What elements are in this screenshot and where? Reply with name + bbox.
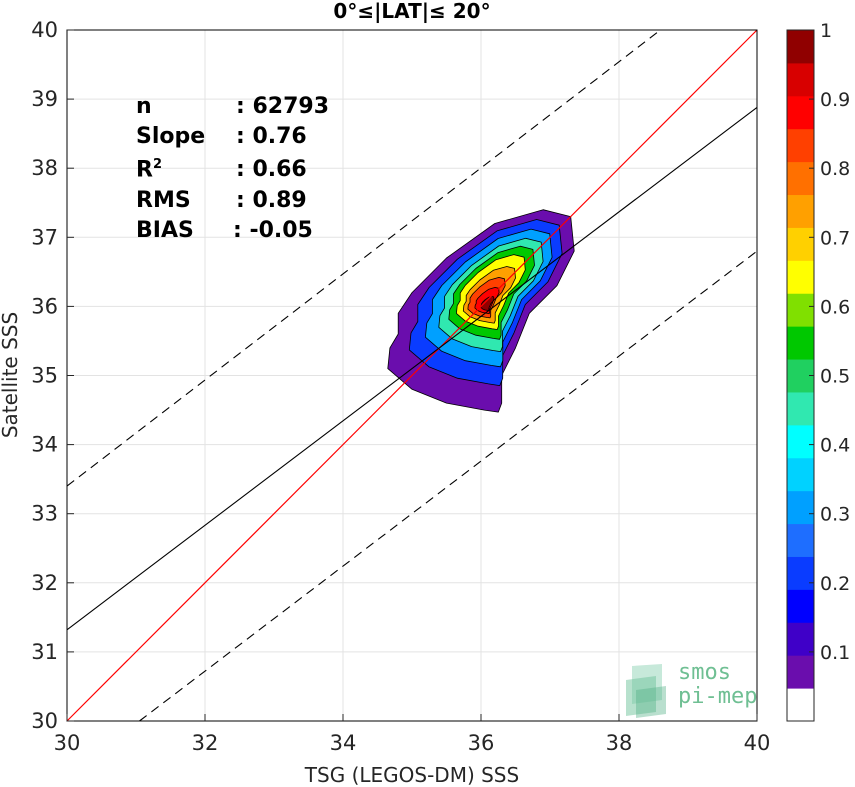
y-tick-label: 38 (31, 156, 58, 180)
colorbar-segment (787, 62, 814, 97)
colorbar-tick-label: 0.4 (820, 435, 850, 457)
upper-bound-line (66, 29, 661, 487)
stat-value: : 0.66 (236, 157, 307, 182)
stat-row: Slope : 0.76 (136, 124, 356, 154)
colorbar-segment (787, 30, 814, 64)
lower-bound-line (139, 250, 758, 722)
x-tick-label: 30 (54, 731, 81, 755)
stat-value: : 0.89 (236, 188, 307, 213)
colorbar-segment (787, 655, 814, 689)
x-axis-label: TSG (LEGOS-DM) SSS (304, 763, 519, 787)
colorbar-segment (787, 688, 814, 722)
stat-row: BIAS : -0.05 (136, 218, 356, 248)
colorbar-segment (787, 457, 814, 492)
colorbar-segment (787, 622, 814, 656)
y-tick-label: 35 (31, 364, 58, 388)
chart-title: 0°≤|LAT|≤ 20° (333, 0, 490, 23)
one-to-one-line (66, 29, 758, 722)
colorbar-segment (787, 227, 814, 261)
logo-text-line2: pi-mep (678, 684, 758, 709)
colorbar-segment (787, 424, 814, 459)
colorbar-segment (787, 523, 814, 557)
x-tick-label: 40 (744, 731, 771, 755)
stat-label: BIAS (136, 218, 194, 243)
x-tick-label: 38 (606, 731, 633, 755)
y-tick-label: 31 (31, 640, 58, 664)
x-tick-label: 34 (330, 731, 357, 755)
colorbar-tick-label: 0.9 (820, 89, 850, 111)
y-tick-label: 30 (31, 709, 58, 733)
colorbar-tick-label: 0.8 (820, 158, 850, 180)
y-tick-label: 37 (31, 225, 58, 249)
colorbar-segment (787, 326, 814, 360)
y-tick-label: 32 (31, 571, 58, 595)
colorbar-segment (787, 589, 814, 623)
y-tick-label: 36 (31, 294, 58, 318)
density-contours (387, 209, 575, 413)
y-tick-label: 33 (31, 502, 58, 526)
y-axis-ticks: 30 31 32 33 34 35 36 37 38 39 40 (31, 18, 74, 733)
regression-line (66, 106, 758, 631)
logo-waves-icon (626, 664, 666, 718)
logo-text-line1: smos (678, 660, 731, 685)
reference-lines (66, 29, 758, 722)
stat-row: n : 62793 (136, 94, 356, 124)
y-tick-label: 34 (31, 433, 58, 457)
colorbar (786, 29, 815, 722)
stat-value: : 62793 (236, 94, 329, 119)
colorbar-tick-label: 0.6 (820, 296, 850, 318)
stat-label: n (136, 94, 152, 119)
y-axis-label: Satellite SSS (0, 312, 22, 438)
colorbar-segment (787, 194, 814, 228)
colorbar-ticks: 0.1 0.2 0.3 0.4 0.5 0.6 0.7 0.8 0.9 1 (809, 20, 850, 664)
stat-label-superscript: 2 (152, 157, 162, 172)
stat-value: : -0.05 (233, 218, 313, 243)
x-tick-label: 32 (192, 731, 219, 755)
colorbar-segment (787, 293, 814, 327)
colorbar-tick-label: 0.2 (820, 573, 850, 595)
stat-value: : 0.76 (236, 124, 307, 149)
stat-label: Slope (136, 124, 206, 149)
colorbar-segment (787, 391, 814, 426)
x-axis-ticks: 30 32 34 36 38 40 (54, 714, 771, 755)
stat-row: R2 : 0.66 (136, 157, 356, 187)
x-tick-label: 36 (468, 731, 495, 755)
colorbar-tick-label: 0.1 (820, 642, 850, 664)
stat-label: R2 (136, 157, 162, 183)
colorbar-tick-label: 0.7 (820, 227, 850, 249)
colorbar-tick-label: 1 (820, 20, 832, 42)
stat-label: RMS (136, 188, 191, 213)
colorbar-segment (787, 490, 814, 525)
colorbar-segment (787, 556, 814, 590)
stat-row: RMS : 0.89 (136, 188, 356, 218)
colorbar-tick-label: 0.3 (820, 504, 850, 526)
contour-level (480, 296, 495, 311)
y-tick-label: 39 (31, 87, 58, 111)
colorbar-segment (787, 95, 814, 130)
colorbar-segment (787, 161, 814, 196)
smos-pi-mep-logo: smos pi-mep (622, 660, 762, 720)
colorbar-segment (787, 260, 814, 294)
colorbar-segment (787, 128, 814, 163)
y-tick-label: 40 (31, 18, 58, 42)
colorbar-tick-label: 0.5 (820, 366, 850, 388)
